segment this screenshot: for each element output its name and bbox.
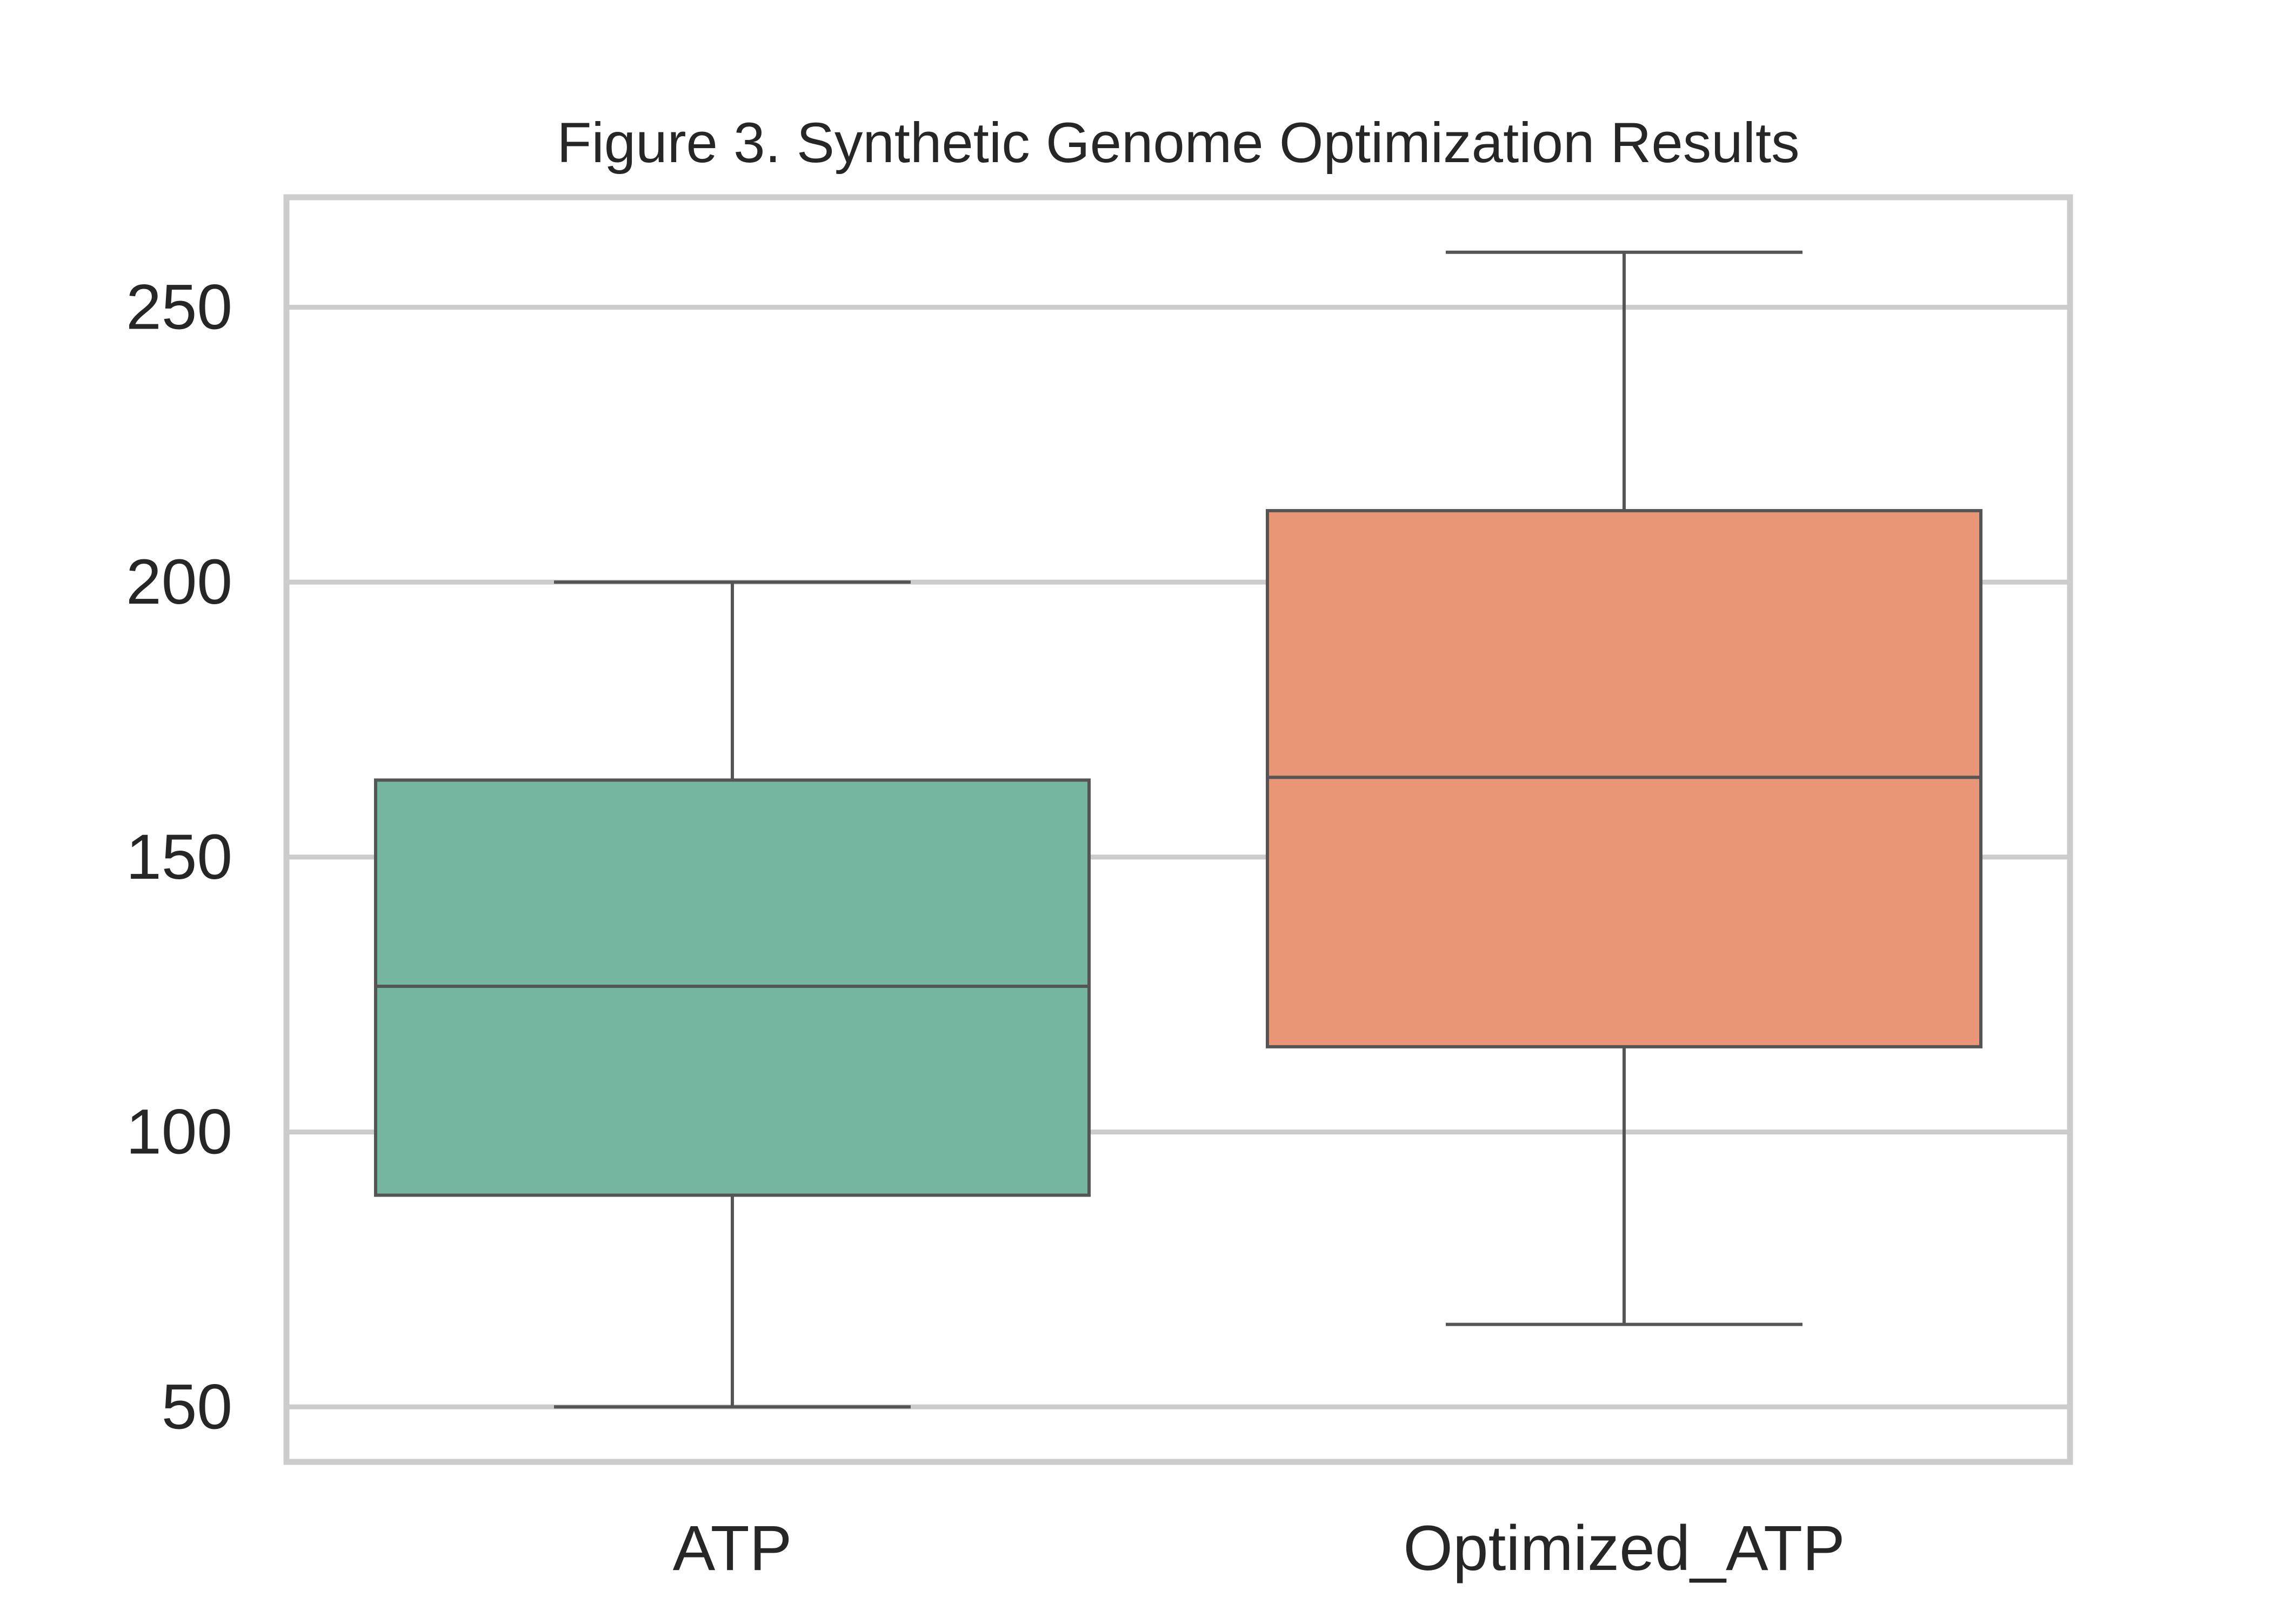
y-tick-label: 250 bbox=[126, 271, 232, 343]
y-tick-label: 50 bbox=[162, 1371, 232, 1442]
box-optimized-atp bbox=[1266, 250, 1982, 1326]
y-tick-label: 100 bbox=[126, 1097, 232, 1168]
boxes bbox=[374, 250, 1982, 1409]
plot-frame bbox=[283, 194, 2073, 1465]
x-axis-ticks: ATP Optimized_ATP bbox=[673, 1513, 1845, 1584]
x-tick-label: ATP bbox=[673, 1513, 792, 1584]
x-tick-label: Optimized_ATP bbox=[1403, 1513, 1845, 1584]
chart-title: Figure 3. Synthetic Genome Optimization … bbox=[557, 111, 1799, 175]
box-atp bbox=[374, 580, 1091, 1409]
y-axis-ticks: 50 100 150 200 250 bbox=[126, 271, 232, 1442]
y-tick-label: 150 bbox=[126, 821, 232, 893]
y-tick-label: 200 bbox=[126, 546, 232, 618]
